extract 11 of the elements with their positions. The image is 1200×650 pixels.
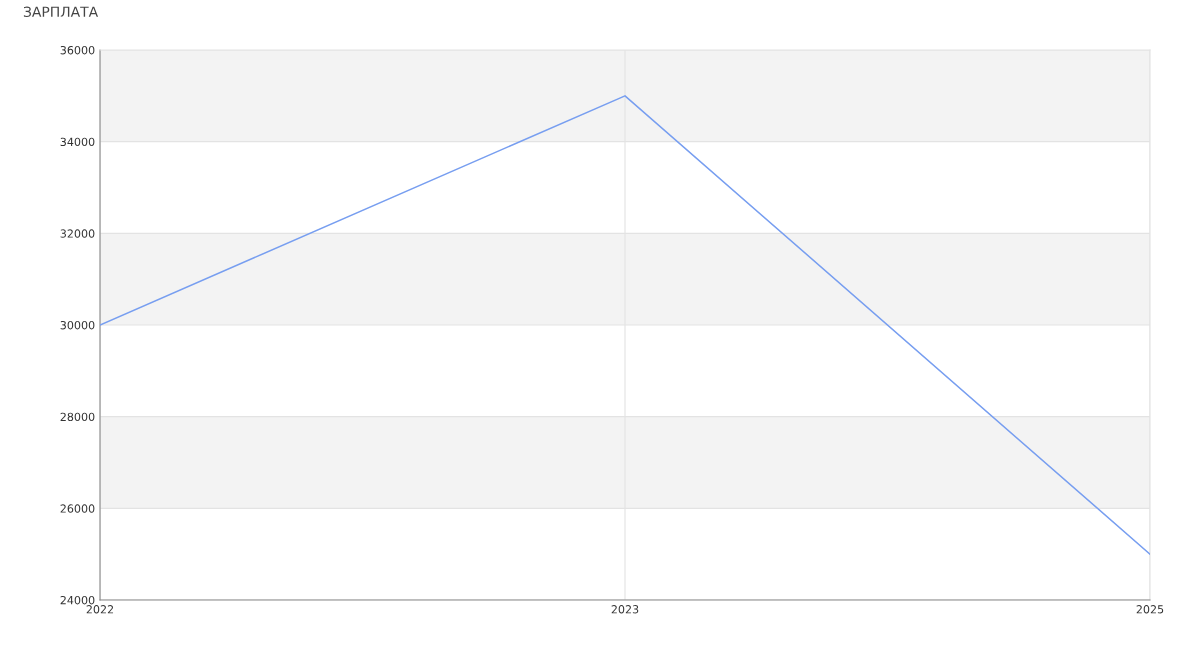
y-tick-label: 28000 bbox=[60, 412, 95, 422]
y-tick-label: 34000 bbox=[60, 137, 95, 147]
chart-title: ЗАРПЛАТА bbox=[23, 6, 99, 18]
x-tick-label: 2025 bbox=[1136, 605, 1164, 614]
y-tick-label: 24000 bbox=[60, 595, 95, 605]
x-tick-label: 2022 bbox=[86, 605, 114, 614]
y-tick-label: 32000 bbox=[60, 229, 95, 238]
y-tick-label: 30000 bbox=[60, 320, 95, 330]
y-tick-label: 26000 bbox=[60, 504, 95, 513]
x-tick-label: 2023 bbox=[611, 605, 639, 614]
y-tick-label: 36000 bbox=[60, 45, 95, 55]
